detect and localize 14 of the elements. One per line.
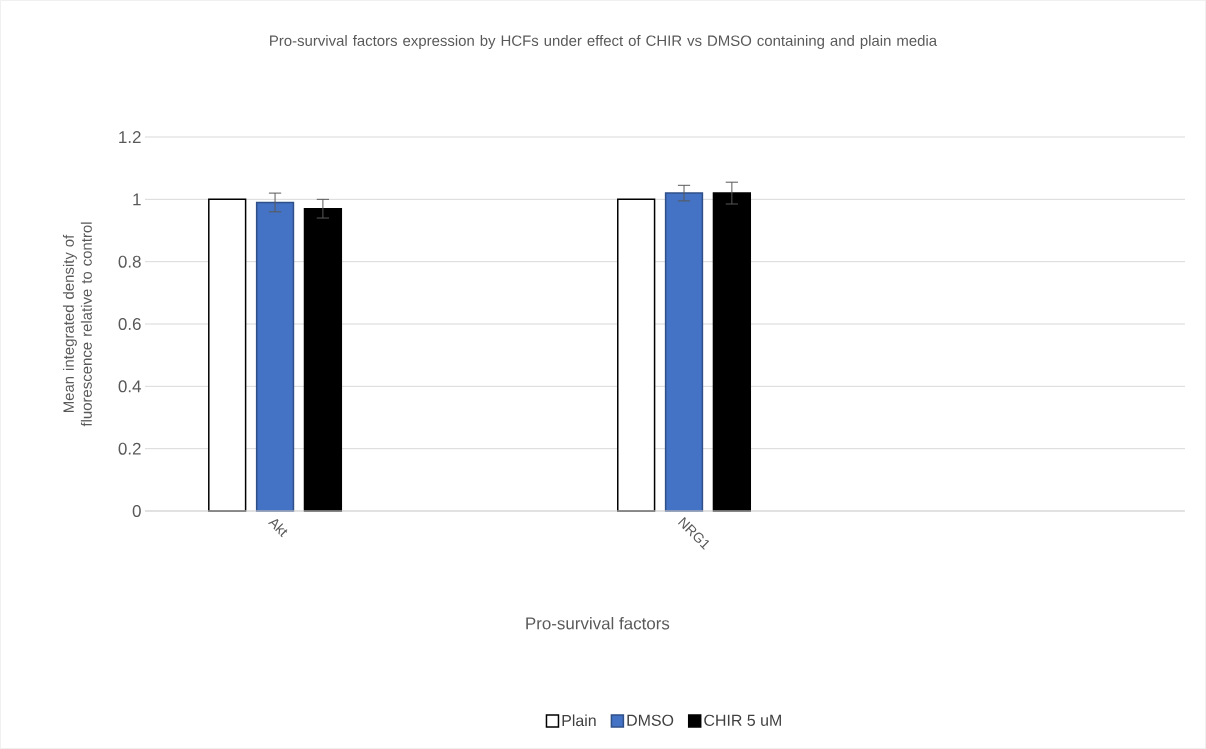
y-tick-label: 0.6: [118, 318, 141, 330]
legend-label: DMSO: [627, 714, 674, 726]
chart-title: Pro-survival factors expression by HCFs under effect of CHIR vs DMSO containing and plain media: [270, 35, 938, 49]
y-tick-label: 0: [132, 505, 141, 517]
x-axis-title: Pro-survival factors: [526, 616, 670, 630]
legend-label: Plain: [562, 714, 596, 727]
y-tick-label: 0.2: [118, 442, 141, 455]
y-tick-label: 0.8: [118, 255, 141, 268]
y-tick-label: 1.2: [119, 131, 141, 143]
legend-label: CHIR 5 uM: [704, 714, 781, 726]
x-tick-label: Akt: [267, 519, 288, 538]
y-axis-title: Mean integrated density of fluorescence relative to control: [62, 222, 92, 427]
y-tick-label: 1: [133, 193, 141, 206]
y-tick-label: 0.4: [118, 380, 141, 393]
